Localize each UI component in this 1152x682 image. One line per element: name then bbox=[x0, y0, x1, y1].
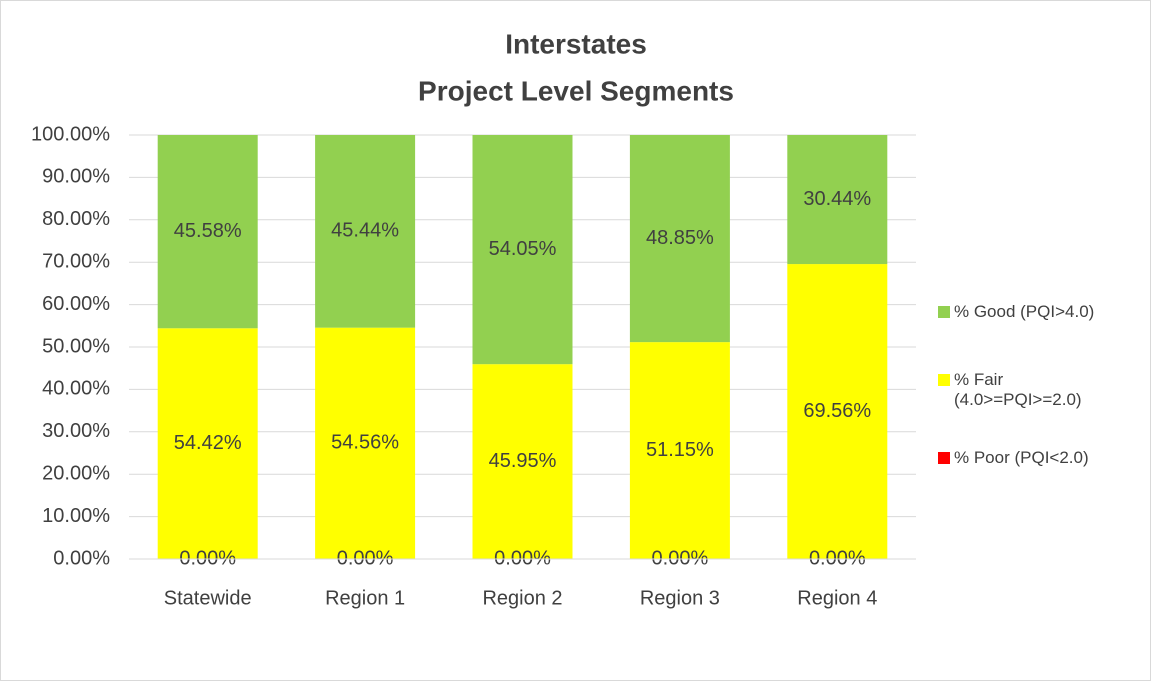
bar-segment bbox=[315, 135, 416, 328]
data-label: 0.00% bbox=[494, 547, 551, 569]
bar-segment bbox=[787, 264, 888, 559]
bar-segment bbox=[157, 135, 258, 329]
y-tick-label: 20.00% bbox=[42, 462, 110, 484]
x-tick-label: Region 4 bbox=[797, 587, 877, 609]
y-tick-label: 60.00% bbox=[42, 293, 110, 315]
x-tick-label: Region 2 bbox=[482, 587, 562, 609]
legend-swatch bbox=[938, 306, 950, 318]
bar-segment bbox=[315, 327, 416, 559]
data-label: 45.58% bbox=[174, 220, 242, 242]
y-tick-label: 10.00% bbox=[42, 505, 110, 527]
legend-label: % Poor (PQI<2.0) bbox=[954, 448, 1089, 467]
legend-item: % Poor (PQI<2.0) bbox=[938, 448, 1128, 468]
data-label: 54.42% bbox=[174, 432, 242, 454]
bar-segment bbox=[629, 342, 730, 559]
legend-label: % Good (PQI>4.0) bbox=[954, 302, 1095, 321]
data-label: 45.95% bbox=[489, 450, 557, 472]
legend-item: % Fair (4.0>=PQI>=2.0) bbox=[938, 370, 1128, 410]
legend-label: % Fair (4.0>=PQI>=2.0) bbox=[954, 370, 1082, 409]
data-label: 51.15% bbox=[646, 439, 714, 461]
x-tick-label: Region 3 bbox=[640, 587, 720, 609]
legend-swatch bbox=[938, 374, 950, 386]
data-label: 30.44% bbox=[803, 188, 871, 210]
chart-title: Interstates bbox=[505, 28, 647, 59]
y-tick-label: 40.00% bbox=[42, 378, 110, 400]
y-tick-label: 30.00% bbox=[42, 420, 110, 442]
x-tick-label: Region 1 bbox=[325, 587, 405, 609]
data-label: 0.00% bbox=[652, 547, 709, 569]
bar-segment bbox=[787, 135, 888, 265]
bar-segment bbox=[157, 328, 258, 559]
y-tick-label: 50.00% bbox=[42, 335, 110, 357]
bar-segment bbox=[472, 364, 573, 559]
data-label: 0.00% bbox=[809, 547, 866, 569]
data-label: 54.05% bbox=[489, 238, 557, 260]
y-tick-label: 70.00% bbox=[42, 250, 110, 272]
bar-segment bbox=[629, 135, 730, 343]
x-tick-label: Statewide bbox=[164, 587, 252, 609]
data-label: 0.00% bbox=[179, 547, 236, 569]
y-tick-label: 100.00% bbox=[31, 123, 110, 145]
data-label: 0.00% bbox=[337, 547, 394, 569]
data-label: 54.56% bbox=[331, 432, 399, 454]
bar-segment bbox=[472, 135, 573, 365]
legend-item: % Good (PQI>4.0) bbox=[938, 302, 1128, 322]
y-tick-label: 80.00% bbox=[42, 208, 110, 230]
data-label: 45.44% bbox=[331, 220, 399, 242]
y-tick-label: 0.00% bbox=[53, 547, 110, 569]
data-label: 48.85% bbox=[646, 227, 714, 249]
y-tick-label: 90.00% bbox=[42, 166, 110, 188]
data-label: 69.56% bbox=[803, 400, 871, 422]
chart-title: Project Level Segments bbox=[418, 75, 734, 106]
legend-swatch bbox=[938, 452, 950, 464]
